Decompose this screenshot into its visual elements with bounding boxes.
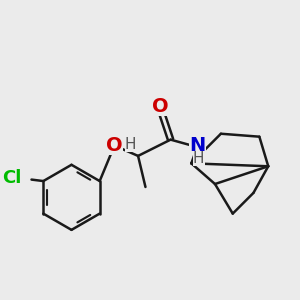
Text: H: H xyxy=(193,151,205,166)
Text: O: O xyxy=(152,97,169,116)
Text: N: N xyxy=(189,136,206,155)
Text: Cl: Cl xyxy=(2,169,21,187)
Text: H: H xyxy=(125,136,136,152)
Text: O: O xyxy=(106,136,123,155)
